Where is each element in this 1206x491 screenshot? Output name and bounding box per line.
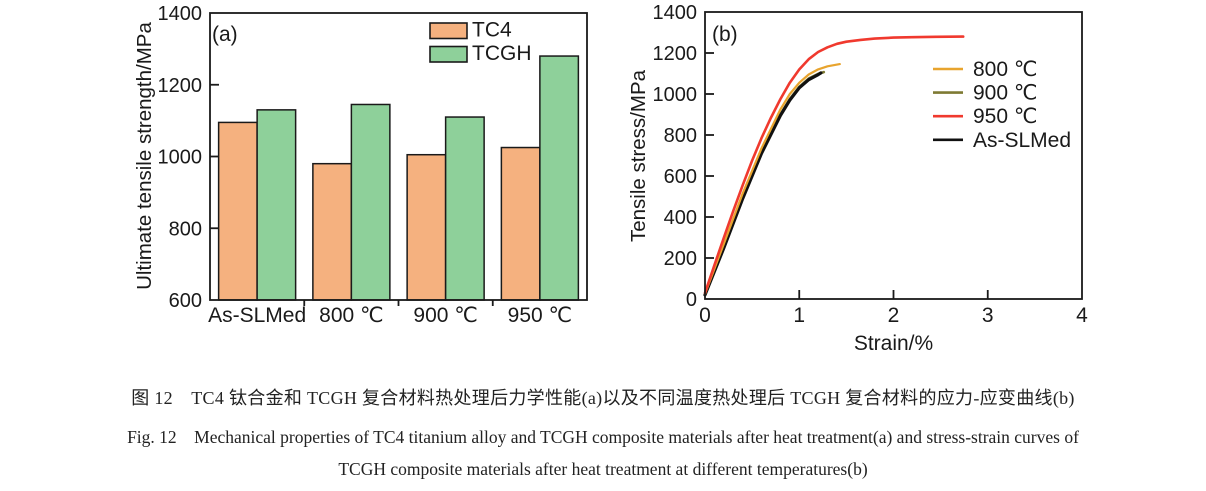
y-tick-label-b: 200 xyxy=(664,248,697,270)
panel-label-a: (a) xyxy=(212,23,238,46)
x-tick-label-a: 950 ℃ xyxy=(508,304,572,327)
y-tick-label-b: 1200 xyxy=(653,43,698,65)
curve-asslmed xyxy=(703,71,823,297)
x-tick-label-b: 3 xyxy=(982,304,994,327)
legend-label-2: 950 ℃ xyxy=(973,105,1037,128)
curve-950 xyxy=(703,35,965,295)
charts-panel: As-SLMed 800 ℃ 900 ℃ 950 ℃ 600 800 1000 1200 140… xyxy=(133,2,1088,355)
bar-tcgh-2 xyxy=(444,116,485,301)
y-tick-label-b: 1400 xyxy=(653,2,698,24)
bar-tc4-2 xyxy=(406,153,447,301)
y-tick-label-b: 800 xyxy=(664,125,697,147)
legend-label-0: 800 ℃ xyxy=(973,58,1037,81)
x-tick-label-b: 2 xyxy=(888,304,900,327)
bar-tcgh-0 xyxy=(256,109,297,301)
curve-900 xyxy=(703,70,826,297)
legend-swatch-tcgh xyxy=(429,45,468,63)
bar-tcgh-3 xyxy=(539,55,580,301)
caption-english-line2: TCGH composite materials after heat trea… xyxy=(338,459,868,479)
y-axis-title-b: Tensile stress/MPa xyxy=(627,69,650,242)
x-tick-label-a: 800 ℃ xyxy=(319,304,383,327)
y-tick-label-b: 1000 xyxy=(653,84,698,106)
x-tick-label-b: 0 xyxy=(699,304,711,327)
y-tick-label-a: 1400 xyxy=(158,3,203,25)
caption-english-line1: Fig. 12 Mechanical properties of TC4 tit… xyxy=(127,427,1079,447)
x-tick-label-a: As-SLMed xyxy=(208,304,306,327)
y-axis-title-a: Ultimate tensile strength/MPa xyxy=(133,22,156,290)
legend-label-3: As-SLMed xyxy=(973,129,1071,152)
bar-tc4-1 xyxy=(312,162,353,301)
y-tick-label-b: 600 xyxy=(664,166,697,188)
y-tick-label-b: 400 xyxy=(664,207,697,229)
bar-tcgh-1 xyxy=(350,103,391,301)
x-tick-label-b: 4 xyxy=(1076,304,1088,327)
y-tick-label-a: 800 xyxy=(169,218,202,240)
x-axis-title-b: Strain/% xyxy=(854,332,933,355)
y-tick-label-b: 0 xyxy=(686,289,697,311)
bar-tc4-0 xyxy=(217,121,258,301)
y-tick-label-a: 1200 xyxy=(158,75,203,97)
legend-label-tc4: TC4 xyxy=(472,19,512,42)
legend-swatch-tc4 xyxy=(429,22,468,40)
x-tick-label-b: 1 xyxy=(793,304,805,327)
y-tick-label-a: 1000 xyxy=(158,147,203,169)
caption-chinese: 图 12 TC4 钛合金和 TCGH 复合材料热处理后力学性能(a)以及不同温度… xyxy=(131,388,1075,408)
legend-label-tcgh: TCGH xyxy=(472,42,532,65)
panel-label-b: (b) xyxy=(712,23,738,46)
x-tick-label-a: 900 ℃ xyxy=(413,304,477,327)
y-tick-label-a: 600 xyxy=(169,290,202,312)
legend-label-1: 900 ℃ xyxy=(973,82,1037,105)
bar-tc4-3 xyxy=(500,146,541,301)
chart-canvas: As-SLMed 800 ℃ 900 ℃ 950 ℃60080010001200140… xyxy=(133,2,1088,355)
curve-800 xyxy=(703,62,841,295)
